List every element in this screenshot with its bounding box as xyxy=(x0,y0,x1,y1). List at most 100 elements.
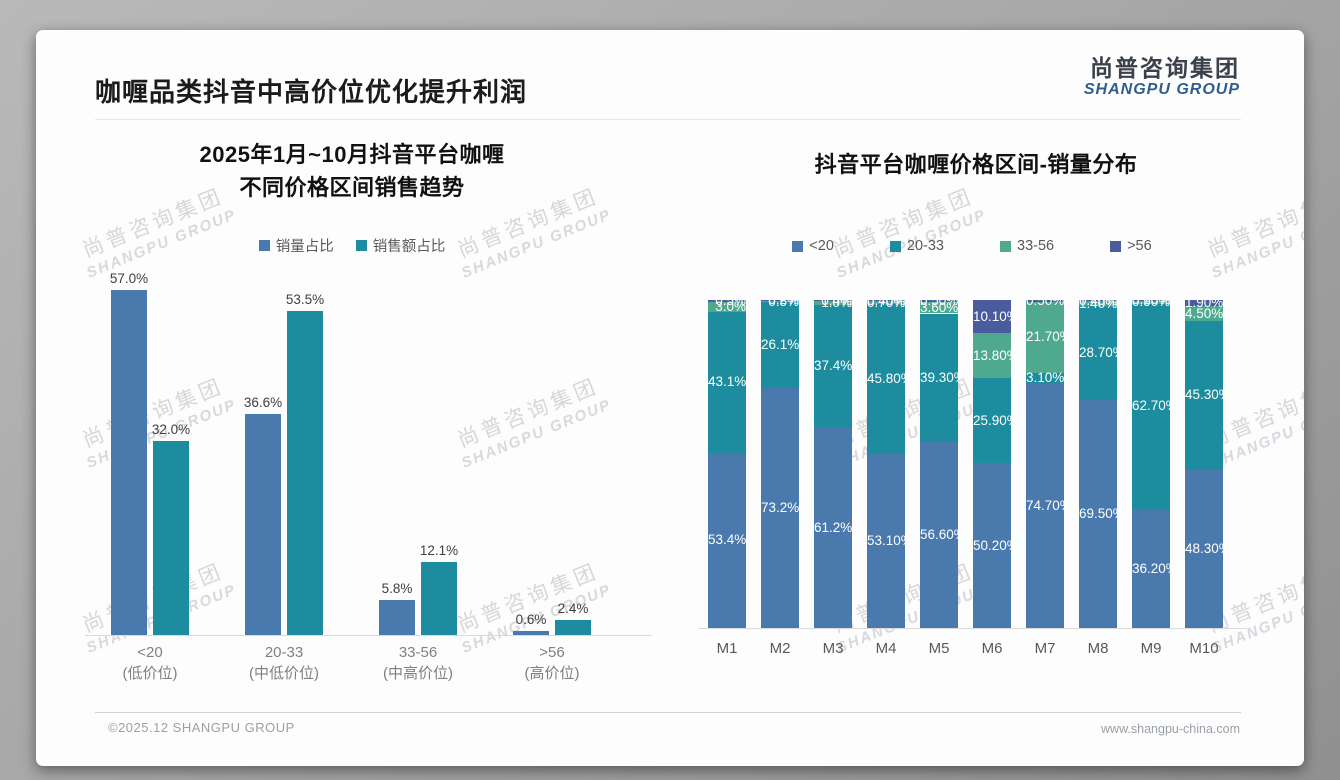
segment-value-label: 0.5% xyxy=(768,293,799,309)
bar-value-label: 12.1% xyxy=(419,543,459,558)
stack-segment-20-33-M7 xyxy=(1026,372,1064,383)
segment-value-label: 69.50% xyxy=(1079,506,1117,521)
left-chart-plot-area: 57.0% 36.6% 5.8% 0.6% 32.0% 53.5% 12.1% 2.4% xyxy=(86,271,651,635)
x-axis-label->56: >56 (高价位) xyxy=(524,644,580,682)
stack-segment-<20-M10 xyxy=(1185,469,1223,628)
x-axis-label-M3: M3 xyxy=(822,640,844,657)
stack-segment-33-56-M3 xyxy=(814,301,852,305)
stack-segment-33-56-M4 xyxy=(867,301,905,304)
segment-value-label: 0.70% xyxy=(867,294,905,310)
stack-segment->56-M9 xyxy=(1132,300,1170,301)
legend-swatch-slate xyxy=(1110,240,1122,252)
stack-segment->56-M10 xyxy=(1185,300,1223,307)
logo-english-text: SHANGPU GROUP xyxy=(1083,81,1240,99)
company-logo: 尚普咨询集团 SHANGPU GROUP xyxy=(1084,55,1240,100)
stack-segment-20-33-M4 xyxy=(867,303,905,454)
stack-segment-33-56-M7 xyxy=(1026,301,1064,373)
segment-value-label: 0.40% xyxy=(1079,292,1117,308)
legend-label: <20 xyxy=(809,238,834,254)
footer-divider xyxy=(95,712,1241,713)
right-chart-x-axis xyxy=(699,628,1247,629)
segment-value-label: 48.30% xyxy=(1185,540,1223,556)
segment-value-label: 28.70% xyxy=(1079,345,1117,360)
right-chart-legend: <20 20-33 33-56 >56 xyxy=(672,238,1272,254)
stack-segment-20-33-M1 xyxy=(708,311,746,453)
x-axis-label-M1: M1 xyxy=(716,640,738,657)
stack-segment-<20-M5 xyxy=(920,442,958,628)
legend-label: 33-56 xyxy=(1017,238,1055,254)
legend-label: 销售额占比 xyxy=(372,239,446,255)
bar-销售额占比-33-56 xyxy=(421,562,457,635)
stack-segment-33-56-M6 xyxy=(973,333,1011,379)
segment-value-label: 0.90% xyxy=(1132,294,1170,310)
x-axis-label-M6: M6 xyxy=(981,640,1003,657)
left-chart-x-axis xyxy=(85,635,652,636)
segment-value-label: 0.40% xyxy=(867,292,905,308)
bar-销量占比-<20 xyxy=(111,290,147,635)
segment-value-label: 37.4% xyxy=(814,357,852,373)
legend-item-lt20: <20 xyxy=(792,238,834,254)
segment-value-label: 0.5% xyxy=(715,292,746,308)
segment-value-label: 1.40% xyxy=(1079,295,1117,311)
legend-label: >56 xyxy=(1127,238,1152,254)
segment-value-label: 1.0% xyxy=(821,295,852,310)
bar-销售额占比->56 xyxy=(555,620,591,635)
stack-segment-20-33-M8 xyxy=(1079,305,1117,400)
footer-website: www.shangpu-china.com xyxy=(1101,722,1240,736)
segment-value-label: 0.4% xyxy=(821,292,852,308)
segment-value-label: 0.50% xyxy=(1026,292,1064,308)
stack-segment-<20-M9 xyxy=(1132,509,1170,628)
segment-value-label: 26.1% xyxy=(761,337,799,353)
legend-item-sales-amount: 销售额占比 xyxy=(355,235,446,256)
segment-value-label: 10.10% xyxy=(973,308,1011,324)
right-chart-x-labels: M1 M2 M3 M4 M5 M6 M7 M8 M9 M10 xyxy=(700,640,1246,662)
stack-segment-33-56-M1 xyxy=(708,301,746,312)
x-axis-label-<20: <20 (低价位) xyxy=(122,644,178,682)
segment-value-label: 73.2% xyxy=(761,500,799,515)
left-chart-legend: 销量占比 销售额占比 xyxy=(52,235,652,256)
legend-item-sales-volume: 销量占比 xyxy=(258,235,334,256)
stack-segment->56-M1 xyxy=(708,300,746,302)
bar-value-label: 53.5% xyxy=(285,292,325,307)
segment-value-label: 25.90% xyxy=(973,412,1011,428)
legend-swatch-blue xyxy=(258,240,270,251)
segment-value-label: 3.60% xyxy=(920,299,958,315)
stack-segment-20-33-M9 xyxy=(1132,303,1170,510)
segment-value-label: 53.4% xyxy=(708,532,746,548)
bar-value-label: 2.4% xyxy=(557,601,589,616)
x-axis-label-20-33: 20-33 (中低价位) xyxy=(249,644,319,682)
legend-item-20-33: 20-33 xyxy=(889,238,944,254)
segment-value-label: 50.20% xyxy=(973,537,1011,553)
legend-label: 销量占比 xyxy=(275,239,334,255)
stack-segment-<20-M1 xyxy=(708,452,746,628)
stack-segment-<20-M6 xyxy=(973,463,1011,628)
stack-segment->56-M4 xyxy=(867,300,905,302)
segment-value-label: 53.10% xyxy=(867,532,905,548)
right-chart-plot-area: 53.4% 43.1% 3.0% 0.5% 73.2% 26.1% 0.5% 0.2% 61.2… xyxy=(700,292,1246,628)
stack-segment-33-56-M10 xyxy=(1185,306,1223,321)
x-axis-label-M8: M8 xyxy=(1087,640,1109,657)
stack-segment->56-M3 xyxy=(814,300,852,302)
bar-销量占比-20-33 xyxy=(245,414,281,635)
segment-value-label: 3.0% xyxy=(715,298,746,314)
segment-value-label: 61.2% xyxy=(814,519,852,535)
stack-segment-<20-M4 xyxy=(867,453,905,628)
stack-segment-20-33-M10 xyxy=(1185,321,1223,470)
segment-value-label: 3.10% xyxy=(1026,369,1064,385)
slide: 尚普咨询集团 SHANGPU GROUP 尚普咨询集团 SHANGPU GROUP 尚普… xyxy=(36,30,1304,766)
x-axis-label-M2: M2 xyxy=(769,640,791,657)
stack-segment-<20-M3 xyxy=(814,427,852,628)
stack-segment-33-56-M8 xyxy=(1079,301,1117,306)
stack-segment->56-M7 xyxy=(1026,300,1064,302)
x-axis-label-M5: M5 xyxy=(928,640,950,657)
legend-swatch-teal xyxy=(355,240,367,251)
segment-value-label: 45.80% xyxy=(867,370,905,386)
segment-value-label: 0.2% xyxy=(768,292,799,308)
header-divider xyxy=(95,119,1241,120)
stack-segment->56-M5 xyxy=(920,300,958,302)
segment-value-label: 74.70% xyxy=(1026,497,1064,513)
stack-segment->56-M2 xyxy=(761,300,799,301)
left-chart-title-line1: 2025年1月~10月抖音平台咖喱 xyxy=(199,142,505,167)
segment-value-label: 39.30% xyxy=(920,369,958,385)
segment-value-label: 45.30% xyxy=(1185,387,1223,403)
